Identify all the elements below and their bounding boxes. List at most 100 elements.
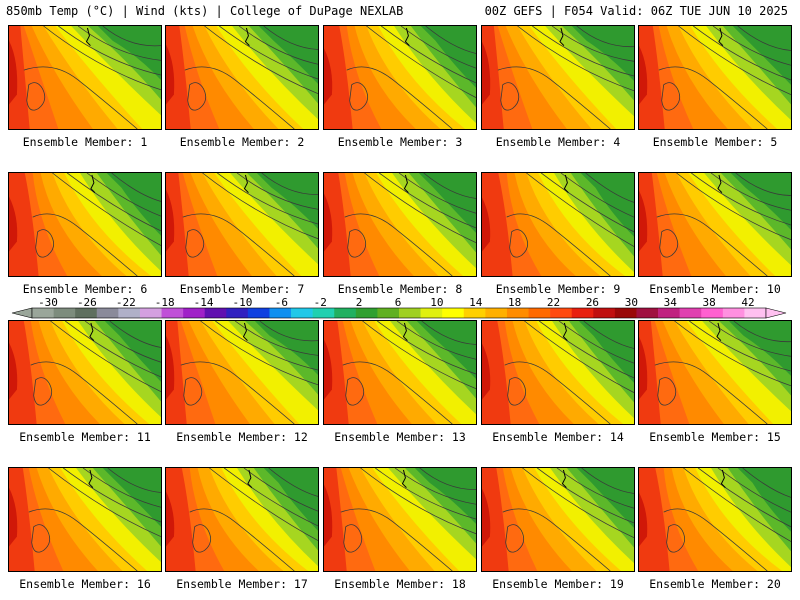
- colorbar-tick-label: -18: [154, 296, 175, 309]
- ensemble-map-panel: [165, 320, 319, 425]
- colorbar-swatch: [550, 308, 573, 318]
- temperature-map: [639, 321, 791, 424]
- colorbar-swatch: [183, 308, 206, 318]
- colorbar-swatch: [355, 308, 378, 318]
- colorbar-swatch: [334, 308, 357, 318]
- colorbar-swatch: [399, 308, 421, 318]
- ensemble-map-panel: [8, 172, 162, 277]
- colorbar-swatch: [291, 308, 313, 318]
- ensemble-map-panel: [638, 320, 792, 425]
- ensemble-map-panel: [638, 172, 792, 277]
- temperature-map: [166, 173, 318, 276]
- ensemble-map-panel: [481, 467, 635, 572]
- temperature-map: [639, 468, 791, 571]
- colorbar-swatch: [75, 308, 98, 318]
- colorbar-tick-label: 22: [546, 296, 561, 309]
- ensemble-map-panel: [481, 172, 635, 277]
- temperature-map: [324, 321, 476, 424]
- colorbar-swatch: [420, 308, 443, 318]
- colorbar-swatch: [614, 308, 637, 318]
- colorbar-tick-label: -30: [38, 296, 58, 309]
- temperature-map: [166, 468, 318, 571]
- ensemble-map-panel: [8, 320, 162, 425]
- temperature-map: [166, 26, 318, 129]
- colorbar-swatch: [679, 308, 702, 318]
- ensemble-map-panel: [638, 25, 792, 130]
- colorbar-swatch: [485, 308, 508, 318]
- temperature-map: [9, 468, 161, 571]
- ensemble-map-panel: [165, 25, 319, 130]
- ensemble-member-label: Ensemble Member: 15: [649, 430, 781, 444]
- ensemble-map-panel: [323, 320, 477, 425]
- colorbar-tick-label: -6: [274, 296, 288, 309]
- colorbar-swatch: [204, 308, 227, 318]
- temperature-map: [482, 468, 634, 571]
- ensemble-member-label: Ensemble Member: 16: [19, 577, 151, 591]
- ensemble-member-label: Ensemble Member: 6: [22, 282, 148, 296]
- colorbar-swatch: [53, 308, 76, 318]
- ensemble-member-label: Ensemble Member: 5: [652, 135, 778, 149]
- colorbar-swatch: [506, 308, 529, 318]
- colorbar-swatch: [118, 308, 141, 318]
- colorbar-tick-label: 34: [663, 296, 677, 309]
- colorbar-swatch: [463, 308, 486, 318]
- colorbar-tick-label: 38: [702, 296, 716, 309]
- ensemble-map-panel: [323, 25, 477, 130]
- ensemble-map-panel: [8, 25, 162, 130]
- ensemble-member-label: Ensemble Member: 8: [337, 282, 463, 296]
- temperature-map: [324, 468, 476, 571]
- temperature-map: [639, 26, 791, 129]
- ensemble-member-label: Ensemble Member: 18: [334, 577, 466, 591]
- ensemble-member-label: Ensemble Member: 20: [649, 577, 781, 591]
- colorbar-swatch: [571, 308, 594, 318]
- ensemble-map-panel: [165, 467, 319, 572]
- map-title: 850mb Temp (°C) | Wind (kts) | College o…: [6, 4, 404, 18]
- colorbar-swatch: [96, 308, 119, 318]
- colorbar-swatch: [658, 308, 680, 318]
- ensemble-member-label: Ensemble Member: 1: [22, 135, 148, 149]
- temperature-colorbar: [11, 307, 787, 319]
- ensemble-member-label: Ensemble Member: 7: [179, 282, 305, 296]
- colorbar-tick-label: -14: [193, 296, 214, 309]
- temperature-map: [482, 173, 634, 276]
- ensemble-map-panel: [481, 320, 635, 425]
- colorbar-tick-label: 10: [430, 296, 444, 309]
- ensemble-member-label: Ensemble Member: 13: [334, 430, 466, 444]
- temperature-map: [166, 321, 318, 424]
- colorbar-tick-label: -22: [115, 296, 136, 309]
- ensemble-member-label: Ensemble Member: 11: [19, 430, 151, 444]
- ensemble-member-label: Ensemble Member: 14: [492, 430, 624, 444]
- colorbar-swatch: [636, 308, 659, 318]
- colorbar-swatch: [32, 308, 54, 318]
- colorbar-tick-label: 14: [469, 296, 483, 309]
- colorbar-tick-label: 18: [508, 296, 522, 309]
- colorbar-swatch: [161, 308, 184, 318]
- temperature-map: [482, 321, 634, 424]
- temperature-map: [9, 26, 161, 129]
- colorbar-swatch: [269, 308, 292, 318]
- ensemble-member-label: Ensemble Member: 17: [176, 577, 308, 591]
- temperature-map: [482, 26, 634, 129]
- ensemble-map-panel: [8, 467, 162, 572]
- ensemble-map-panel: [481, 25, 635, 130]
- colorbar-swatch: [722, 308, 745, 318]
- colorbar-swatch: [226, 308, 249, 318]
- ensemble-member-label: Ensemble Member: 3: [337, 135, 463, 149]
- temperature-map: [9, 321, 161, 424]
- temperature-map: [9, 173, 161, 276]
- colorbar-tick-label: 26: [585, 296, 600, 309]
- colorbar-tick-label: 6: [394, 296, 402, 309]
- colorbar-tick-labels: -30 -26 -22 -18 -14 -10 -6 -2 2 6 10 14 18 22 26 30 34 38…: [0, 296, 800, 309]
- colorbar-swatch: [139, 308, 162, 318]
- colorbar-swatch: [312, 308, 335, 318]
- colorbar-swatch: [744, 308, 767, 318]
- ensemble-member-label: Ensemble Member: 19: [492, 577, 624, 591]
- ensemble-map-panel: [165, 172, 319, 277]
- ensemble-member-label: Ensemble Member: 10: [649, 282, 781, 296]
- colorbar-swatch: [247, 308, 270, 318]
- colorbar-tick-label: -10: [232, 296, 253, 309]
- colorbar-tick-label: 30: [624, 296, 638, 309]
- ensemble-member-label: Ensemble Member: 4: [495, 135, 621, 149]
- colorbar-swatch: [593, 308, 616, 318]
- colorbar-tick-label: -26: [76, 296, 97, 309]
